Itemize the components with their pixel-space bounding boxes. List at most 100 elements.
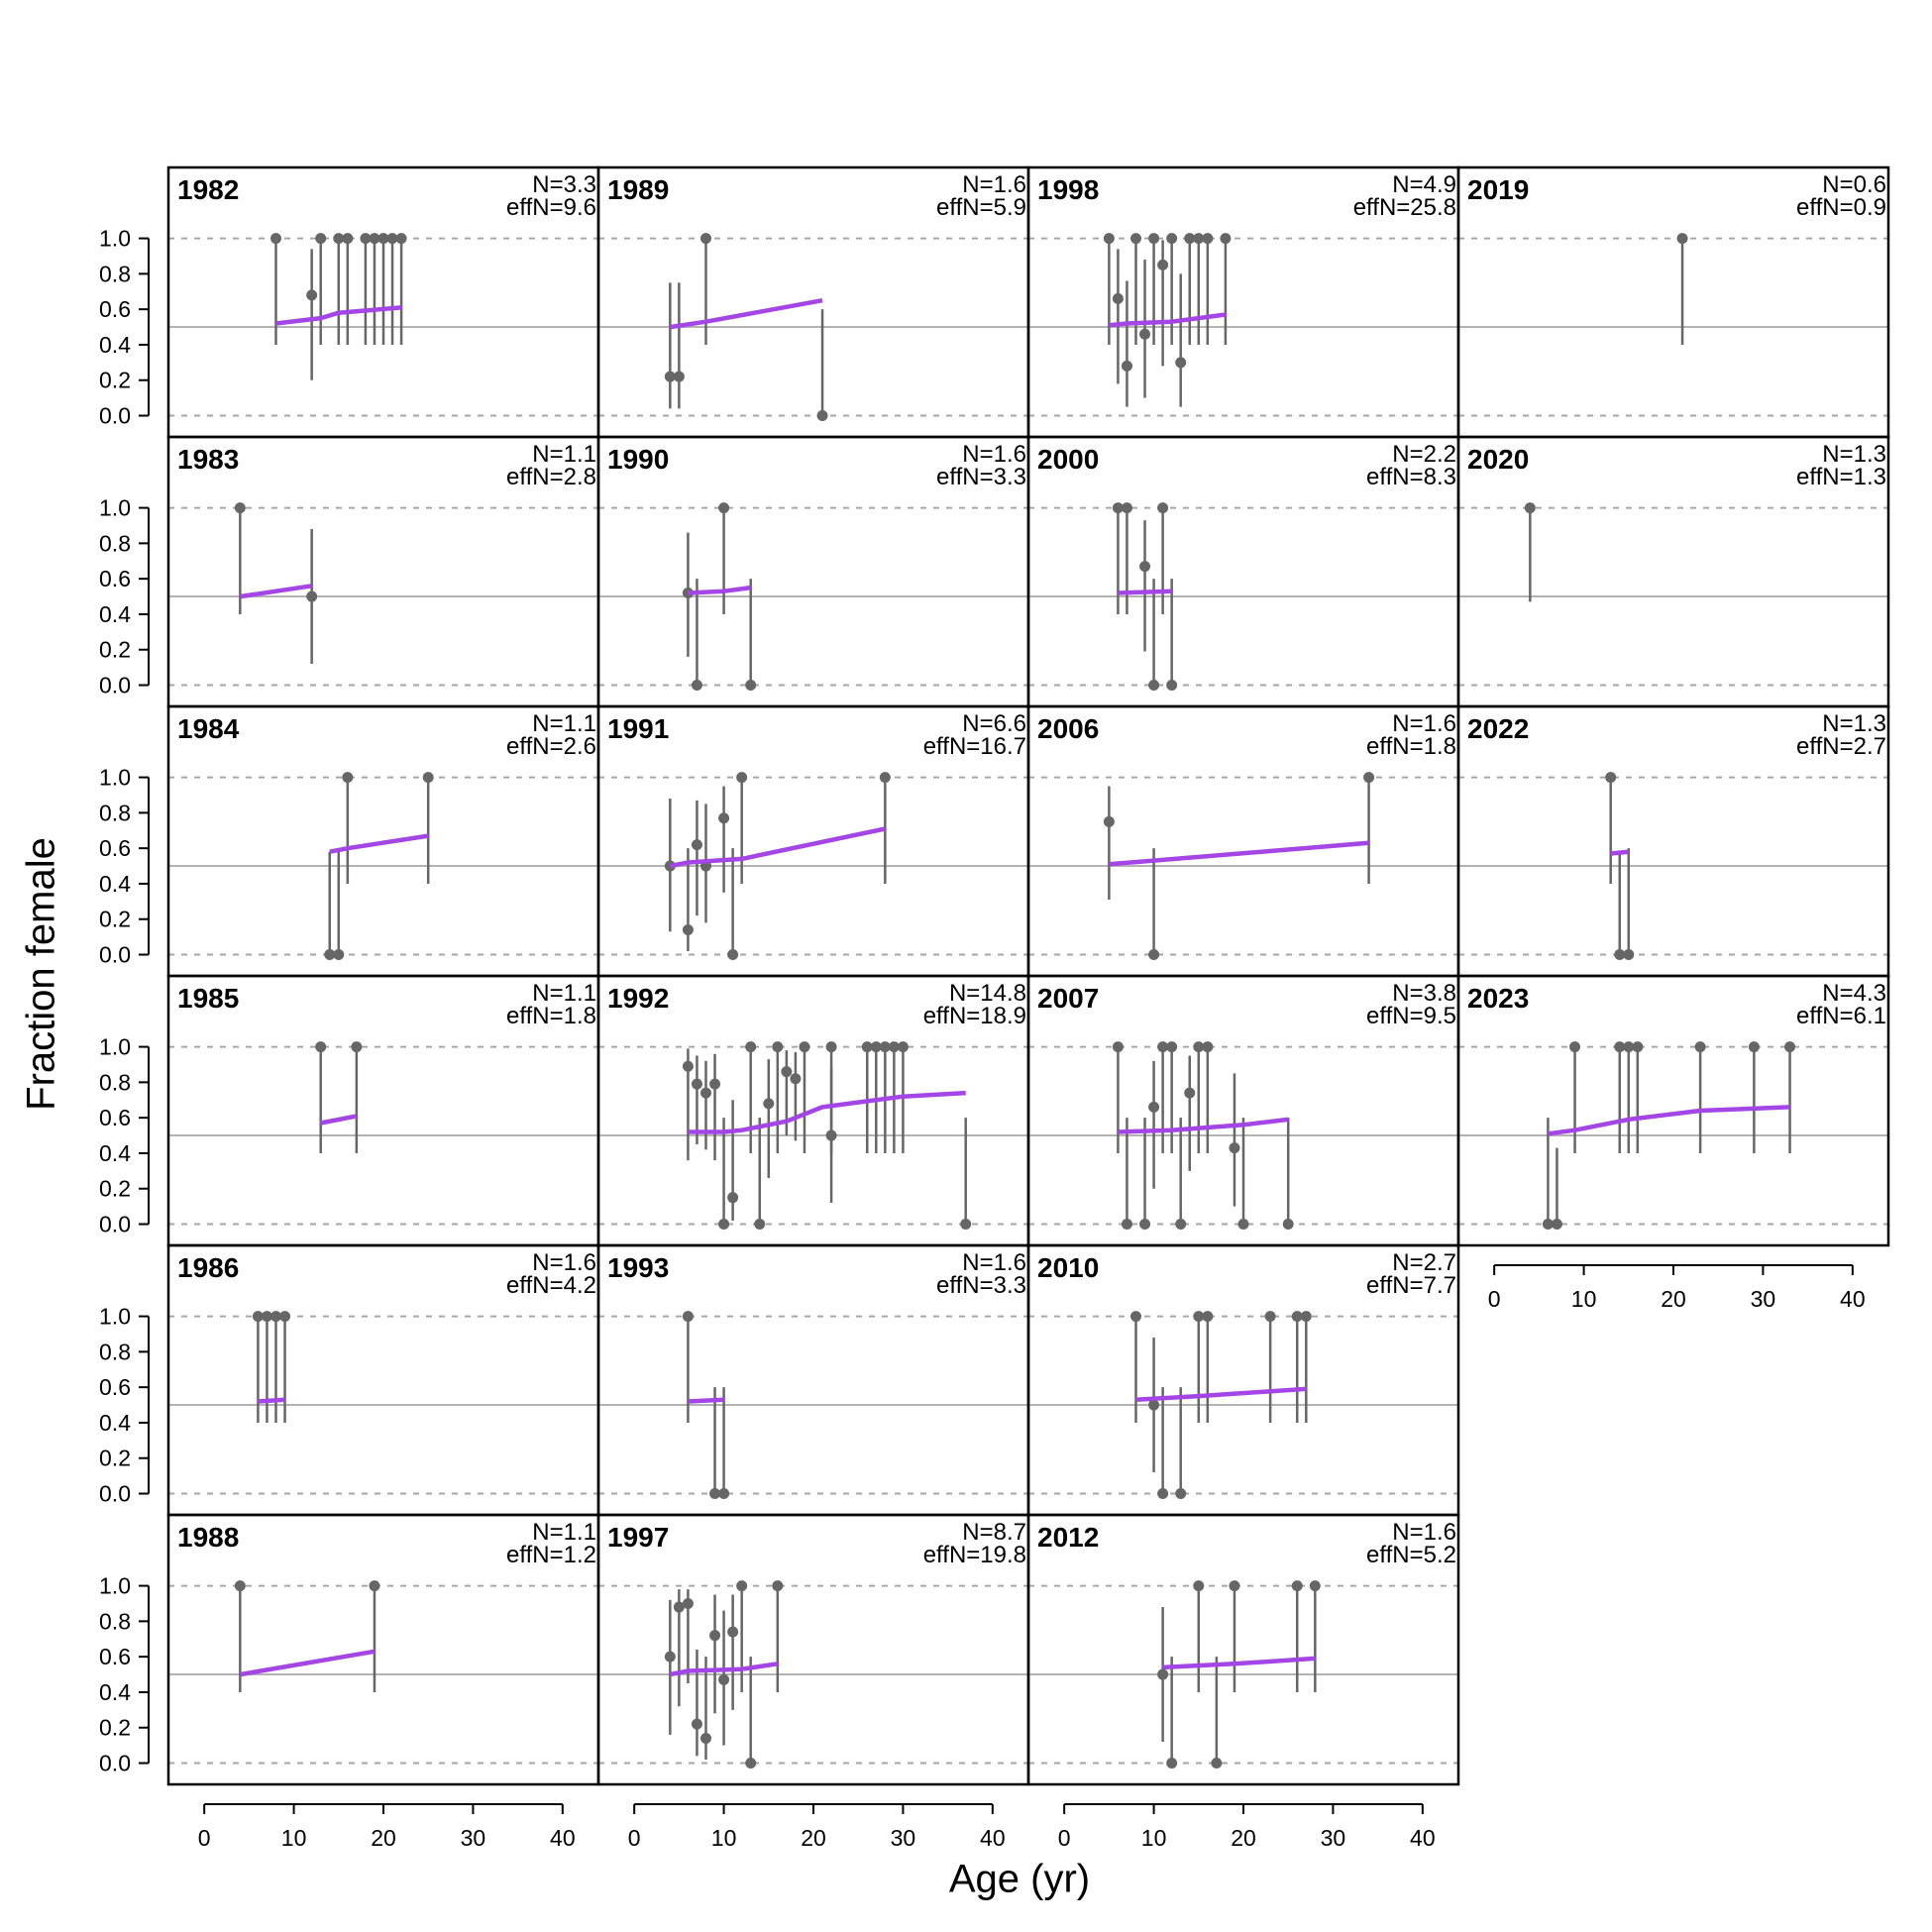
y-tick-label: 0.2 <box>99 1715 131 1741</box>
x-tick-label: 20 <box>801 1825 826 1851</box>
obs-point <box>1166 680 1178 692</box>
panel-year-label: 1988 <box>177 1522 239 1553</box>
obs-point <box>700 1087 711 1099</box>
obs-point <box>763 1098 775 1110</box>
obs-point <box>1121 1219 1132 1231</box>
obs-point <box>664 371 676 382</box>
panel-year-label: 1990 <box>607 444 669 475</box>
panel-n-label: N=2.7 <box>1392 1249 1456 1276</box>
obs-point <box>700 233 711 245</box>
y-axis: 0.0 0.2 0.4 0.6 0.8 1.0 <box>99 226 150 429</box>
x-axis: 0 10 20 30 40 <box>1058 1803 1436 1851</box>
obs-point <box>781 1066 793 1078</box>
x-axis: 0 10 20 30 40 <box>198 1803 576 1851</box>
obs-point <box>252 1311 264 1323</box>
obs-point <box>377 233 389 245</box>
obs-point <box>360 233 372 245</box>
panel-effn-label: effN=25.8 <box>1353 194 1456 221</box>
obs-point <box>1121 502 1132 514</box>
obs-point <box>718 1219 730 1231</box>
panel-effn-label: effN=9.5 <box>1366 1003 1456 1029</box>
obs-point <box>342 772 354 784</box>
obs-point <box>1130 1311 1141 1323</box>
obs-point <box>1784 1041 1796 1053</box>
obs-point <box>799 1041 810 1053</box>
obs-point <box>1623 949 1635 961</box>
panel-effn-label: effN=3.3 <box>936 464 1026 490</box>
obs-point <box>1237 1219 1249 1231</box>
y-axis: 0.0 0.2 0.4 0.6 0.8 1.0 <box>99 1573 150 1776</box>
panel-year-label: 2006 <box>1037 713 1099 744</box>
obs-point <box>1524 502 1536 514</box>
y-tick-label: 1.0 <box>99 226 131 252</box>
fit-line <box>258 1397 285 1404</box>
x-tick-label: 0 <box>628 1825 641 1851</box>
obs-point <box>1184 233 1196 245</box>
panel-year-label: 2012 <box>1037 1522 1099 1553</box>
panel-n-label: N=8.7 <box>962 1519 1026 1546</box>
obs-point <box>682 1060 694 1072</box>
y-tick-label: 0.4 <box>99 332 131 358</box>
y-tick-label: 0.0 <box>99 673 131 698</box>
panel-n-label: N=1.1 <box>532 441 596 468</box>
obs-point <box>1623 1041 1635 1053</box>
panel-n-label: N=1.3 <box>1822 710 1886 737</box>
y-tick-label: 1.0 <box>99 1573 131 1599</box>
y-tick-label: 0.8 <box>99 261 131 286</box>
y-tick-label: 0.4 <box>99 871 131 897</box>
obs-point <box>422 772 434 784</box>
obs-point <box>1157 1668 1169 1680</box>
obs-point <box>386 233 398 245</box>
obs-point <box>234 502 246 514</box>
obs-point <box>825 1041 837 1053</box>
obs-point <box>324 949 336 961</box>
obs-point <box>870 1041 882 1053</box>
panel-year-label: 1991 <box>607 713 669 744</box>
obs-point <box>673 371 685 382</box>
panel-n-label: N=1.6 <box>1392 1519 1456 1546</box>
y-tick-label: 0.2 <box>99 1446 131 1471</box>
obs-point <box>745 680 757 692</box>
obs-point <box>1157 1041 1169 1053</box>
panel-n-label: N=6.6 <box>962 710 1026 737</box>
obs-point <box>1103 233 1115 245</box>
y-axis-title: Fraction female <box>19 837 63 1111</box>
obs-point <box>861 1041 873 1053</box>
obs-point <box>1202 1041 1214 1053</box>
obs-point <box>1184 1087 1196 1099</box>
y-tick-label: 0.8 <box>99 800 131 825</box>
panel-effn-label: effN=4.2 <box>506 1272 596 1299</box>
obs-point <box>745 1041 757 1053</box>
panel-year-label: 2010 <box>1037 1252 1099 1283</box>
obs-point <box>790 1073 802 1085</box>
obs-point <box>772 1580 784 1592</box>
y-tick-label: 0.8 <box>99 530 131 556</box>
obs-point <box>1148 1399 1160 1411</box>
panel-effn-label: effN=8.3 <box>1366 464 1456 490</box>
obs-point <box>1542 1219 1554 1231</box>
panel-year-label: 2023 <box>1467 983 1529 1014</box>
y-tick-label: 0.0 <box>99 1212 131 1237</box>
y-tick-label: 0.6 <box>99 296 131 322</box>
fit-line <box>1118 1117 1289 1134</box>
panel-effn-label: effN=2.7 <box>1796 733 1886 760</box>
panel-effn-label: effN=2.6 <box>506 733 596 760</box>
fit-line <box>275 305 402 326</box>
obs-point <box>682 1597 694 1609</box>
fit-line <box>320 1114 358 1126</box>
obs-point <box>1148 680 1160 692</box>
obs-point <box>1166 1041 1178 1053</box>
obs-point <box>718 1488 730 1500</box>
panel-effn-label: effN=9.6 <box>506 194 596 221</box>
obs-point <box>315 233 327 245</box>
obs-point <box>691 680 702 692</box>
obs-point <box>736 1580 748 1592</box>
y-tick-label: 0.6 <box>99 1374 131 1400</box>
panel-effn-label: effN=5.2 <box>1366 1542 1456 1568</box>
obs-point <box>1157 259 1169 270</box>
